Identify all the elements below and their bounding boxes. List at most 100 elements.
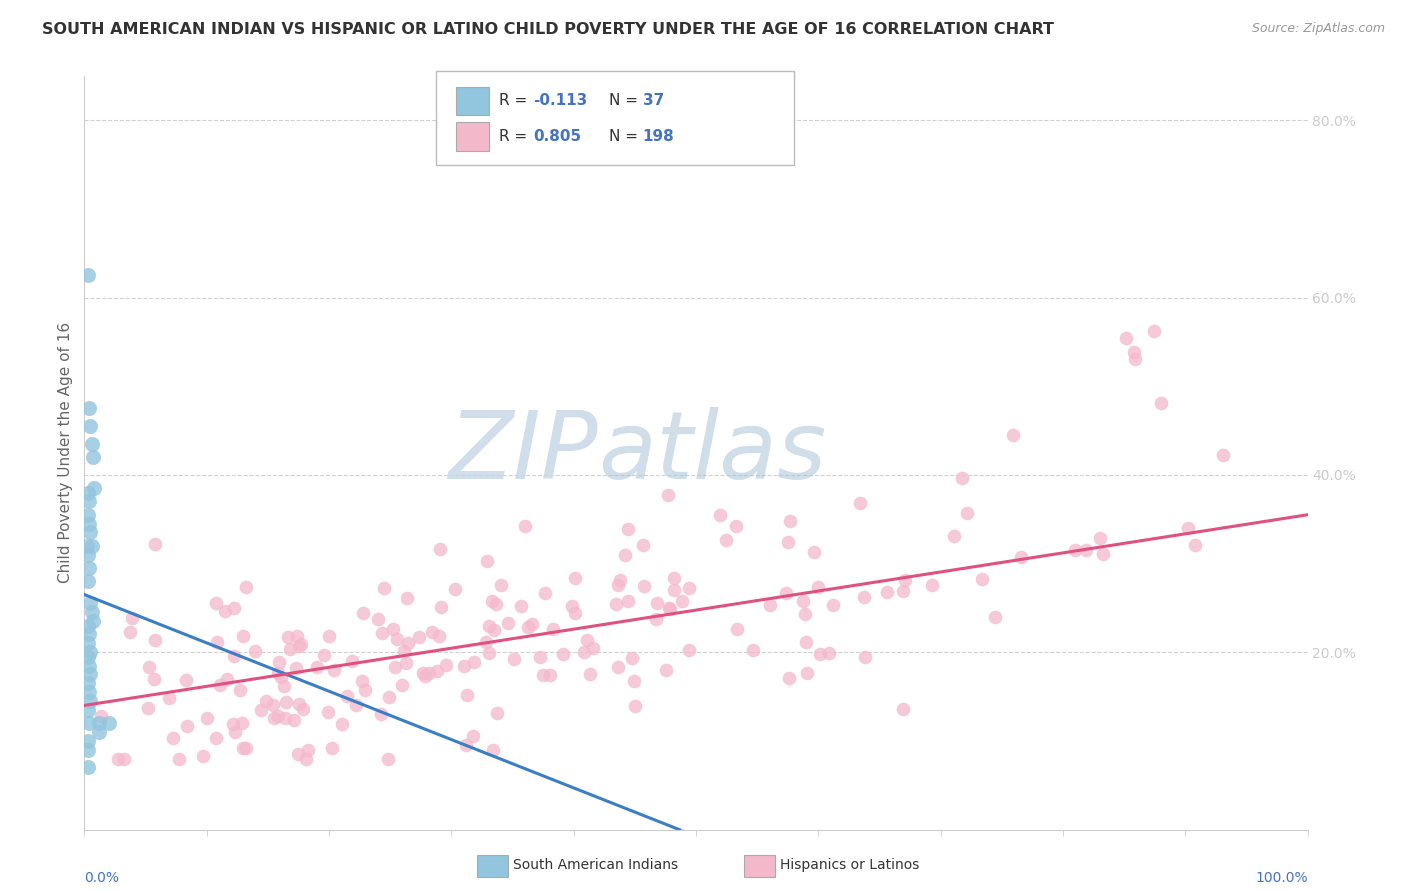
Point — [107, 751, 129, 765]
Point — [475, 635, 498, 649]
Point — [633, 579, 655, 593]
Point — [79, 525, 101, 540]
Point — [278, 641, 301, 656]
Point — [541, 622, 564, 636]
Point — [269, 655, 291, 669]
Point — [162, 731, 184, 746]
Point — [352, 606, 374, 620]
Point — [413, 669, 436, 683]
Point — [434, 657, 457, 672]
Point — [818, 646, 841, 660]
Point — [759, 598, 782, 612]
Point — [77, 268, 100, 283]
Point — [79, 694, 101, 708]
Point — [796, 666, 818, 681]
Text: R =: R = — [499, 94, 533, 108]
Point — [579, 667, 602, 681]
Point — [394, 644, 416, 658]
Point — [378, 690, 401, 704]
Point — [169, 751, 191, 765]
Point — [529, 649, 551, 664]
Point — [984, 610, 1007, 624]
Point — [779, 514, 801, 528]
Point — [776, 535, 799, 549]
Point — [222, 600, 245, 615]
Point — [316, 705, 339, 719]
Point — [664, 582, 686, 597]
Point — [77, 508, 100, 522]
Point — [118, 624, 141, 639]
Point — [1076, 543, 1098, 558]
Point — [659, 601, 682, 615]
Point — [97, 716, 120, 731]
Point — [82, 450, 104, 464]
Point — [276, 695, 298, 709]
Point — [564, 606, 586, 620]
Point — [382, 622, 405, 636]
Point — [344, 698, 367, 712]
Point — [496, 615, 519, 630]
Point — [607, 660, 630, 674]
Point — [384, 660, 406, 674]
Point — [775, 586, 797, 600]
Point — [224, 725, 246, 739]
Point — [77, 649, 100, 664]
Point — [157, 691, 180, 706]
Text: 100.0%: 100.0% — [1256, 871, 1308, 885]
Point — [655, 663, 678, 677]
Point — [876, 585, 898, 599]
Point — [623, 673, 645, 688]
Point — [77, 760, 100, 774]
Point — [564, 571, 586, 585]
Point — [741, 642, 763, 657]
Point — [605, 597, 627, 611]
Point — [582, 640, 605, 655]
Text: 198: 198 — [643, 129, 675, 144]
Point — [270, 670, 292, 684]
Point — [318, 629, 340, 643]
Point — [852, 590, 875, 604]
Point — [77, 516, 100, 531]
Point — [794, 607, 817, 621]
Point — [482, 623, 505, 637]
Point — [367, 612, 389, 626]
Text: Source: ZipAtlas.com: Source: ZipAtlas.com — [1251, 22, 1385, 36]
Point — [307, 659, 329, 673]
Point — [290, 637, 312, 651]
Point — [284, 660, 307, 674]
Point — [645, 595, 668, 609]
Point — [217, 673, 239, 687]
Point — [853, 650, 876, 665]
Text: 37: 37 — [643, 94, 664, 108]
Point — [214, 604, 236, 618]
Point — [287, 639, 309, 653]
Point — [176, 719, 198, 733]
Point — [1212, 448, 1234, 462]
Point — [572, 645, 595, 659]
Text: South American Indians: South American Indians — [513, 858, 678, 872]
Point — [77, 734, 100, 748]
Point — [408, 630, 430, 644]
Point — [322, 663, 344, 677]
Point — [810, 647, 832, 661]
Point — [482, 742, 505, 756]
Point — [262, 698, 284, 712]
Point — [77, 574, 100, 589]
Text: -0.113: -0.113 — [533, 94, 588, 108]
Point — [79, 667, 101, 681]
Point — [340, 655, 363, 669]
Point — [245, 644, 267, 658]
Point — [418, 665, 440, 680]
Point — [613, 548, 636, 562]
Text: N =: N = — [609, 94, 643, 108]
Point — [921, 577, 943, 591]
Point — [79, 419, 101, 434]
Point — [138, 660, 160, 674]
Point — [426, 664, 449, 678]
Point — [336, 690, 359, 704]
Point — [377, 751, 399, 765]
Point — [250, 703, 273, 717]
Text: 0.805: 0.805 — [533, 129, 581, 144]
Point — [956, 506, 979, 520]
Point — [77, 685, 100, 699]
